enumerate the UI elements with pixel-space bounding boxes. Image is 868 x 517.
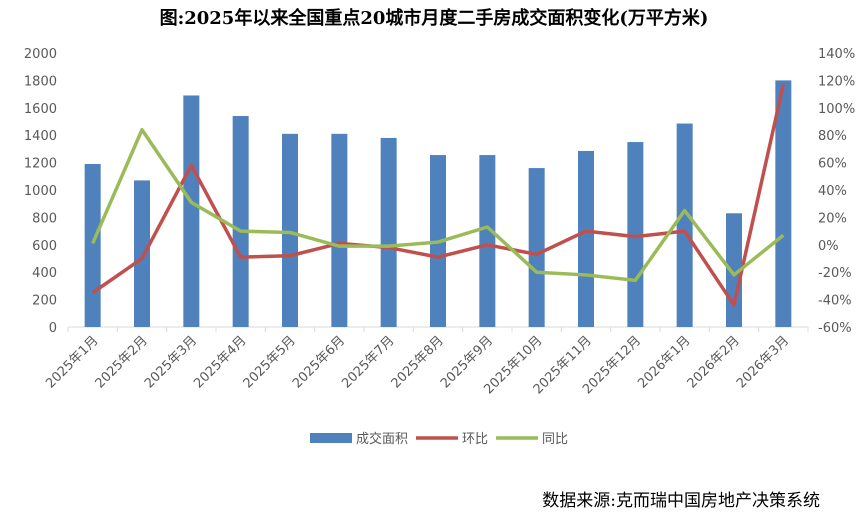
y-left-tick-label: 2000	[24, 47, 57, 62]
y-left-tick-label: 1000	[24, 184, 57, 199]
y-right-tick-label: -20%	[818, 266, 852, 281]
bar-成交面积	[528, 168, 545, 327]
x-tick-label: 2025年1月	[43, 333, 101, 391]
y-left-tick-label: 1600	[24, 102, 57, 117]
bar-成交面积	[84, 163, 101, 327]
x-tick-label: 2025年5月	[241, 333, 299, 391]
bar-成交面积	[282, 133, 298, 327]
x-tick-label: 2025年8月	[389, 333, 447, 391]
legend-label: 环比	[462, 432, 488, 447]
chart-title: 图:2025年以来全国重点20城市月度二手房成交面积变化(万平方米)	[159, 8, 709, 29]
y-right-tick-label: -40%	[818, 294, 852, 309]
x-tick-label: 2025年7月	[339, 333, 397, 391]
y-right-tick-label: 60%	[818, 157, 847, 172]
y-right-tick-label: 40%	[818, 184, 847, 199]
bar-成交面积	[578, 150, 594, 327]
legend-swatch-成交面积	[310, 433, 352, 443]
bar-成交面积	[331, 133, 348, 327]
y-left-tick-label: 600	[32, 239, 57, 254]
bar-成交面积	[775, 80, 792, 328]
bar-成交面积	[183, 95, 200, 327]
y-left-tick-label: 1400	[24, 129, 57, 144]
chart-source: 数据来源:克而瑞中国房地产决策系统	[542, 491, 820, 511]
y-right-tick-label: -60%	[818, 321, 852, 336]
bar-成交面积	[134, 180, 150, 327]
bar-成交面积	[479, 155, 496, 327]
bar-成交面积	[676, 123, 693, 328]
y-left-tick-label: 0	[49, 321, 57, 336]
y-right-tick-label: 140%	[818, 47, 855, 62]
x-tick-label: 2026年3月	[734, 333, 792, 391]
y-left-tick-label: 800	[32, 211, 57, 226]
legend-label: 成交面积	[356, 431, 408, 447]
y-right-tick-label: 120%	[818, 74, 855, 89]
x-tick-label: 2025年3月	[142, 333, 200, 391]
y-left-tick-label: 1800	[24, 74, 57, 89]
y-left-tick-label: 1200	[24, 157, 57, 172]
y-right-tick-label: 20%	[818, 211, 847, 226]
x-tick-label: 2025年2月	[93, 333, 151, 391]
x-tick-label: 2026年2月	[685, 333, 743, 391]
y-right-tick-label: 80%	[818, 129, 847, 144]
y-left-tick-label: 200	[32, 294, 57, 309]
y-left-tick-label: 400	[32, 266, 57, 281]
bar-成交面积	[380, 137, 397, 327]
y-right-tick-label: 100%	[818, 102, 855, 117]
bar-成交面积	[232, 116, 249, 328]
x-tick-label: 2026年1月	[635, 333, 693, 391]
legend-label: 同比	[542, 432, 568, 447]
x-tick-label: 2025年6月	[290, 333, 348, 391]
x-tick-label: 2025年4月	[191, 333, 249, 391]
y-right-tick-label: 0%	[818, 239, 839, 254]
